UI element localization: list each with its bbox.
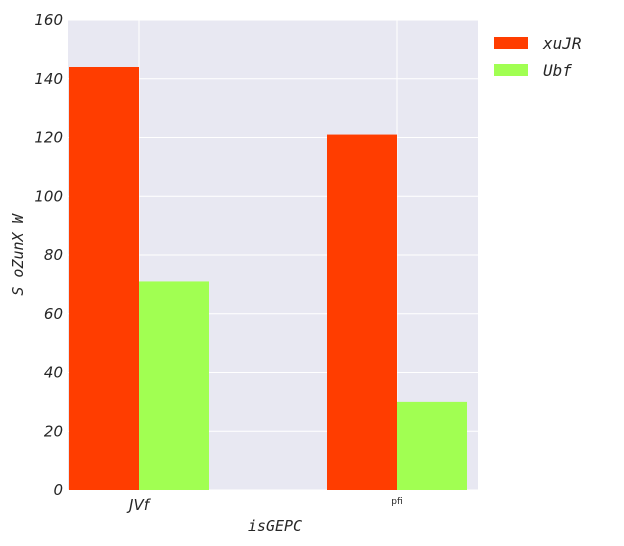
y-tick-label: 140: [34, 70, 63, 88]
y-tick-label: 100: [34, 187, 63, 205]
y-tick-labels: 0 20 40 60 80 100 120 140 160: [34, 11, 63, 499]
legend: xuJR Ubf: [494, 34, 582, 80]
y-tick-label: 20: [44, 422, 63, 440]
y-tick-label: 0: [53, 481, 63, 499]
legend-swatch: [494, 37, 528, 49]
y-tick-label: 160: [34, 11, 63, 29]
y-axis-label: S oZunX W: [9, 212, 27, 295]
legend-swatch: [494, 64, 528, 76]
legend-label: Ubf: [543, 61, 572, 80]
bar-xuJR-JVf: [69, 67, 139, 490]
bar-Ubf-pfi: [397, 401, 467, 490]
bars: [69, 67, 467, 490]
y-tick-label: 40: [44, 364, 63, 382]
y-tick-label: 120: [34, 129, 63, 147]
x-tick-label: pfi: [391, 497, 402, 507]
x-axis-label: isGEPC: [248, 517, 302, 535]
x-tick-label: JVf: [126, 496, 152, 514]
y-tick-label: 60: [44, 305, 63, 323]
legend-label: xuJR: [542, 34, 582, 53]
bar-xuJR-pfi: [327, 134, 397, 490]
y-tick-label: 80: [44, 246, 63, 264]
x-tick-labels: JVf pfi: [126, 496, 403, 514]
bar-Ubf-JVf: [139, 281, 209, 490]
